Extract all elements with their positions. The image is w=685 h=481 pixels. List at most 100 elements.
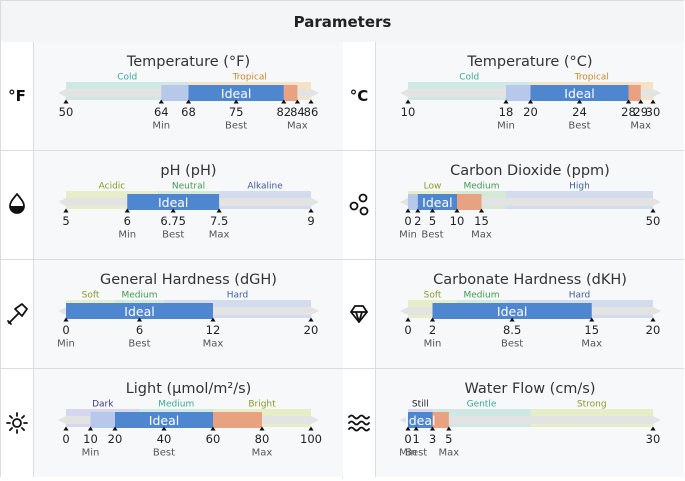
tick-label: 5	[445, 432, 452, 446]
parameter-card-kh: Carbonate Hardness (dKH) Soft Medium Hard Id…	[376, 260, 684, 368]
tick-label: 82	[276, 105, 291, 119]
zone-label: Hard	[569, 291, 591, 301]
below-ideal-band	[506, 85, 531, 101]
tick-label: 7.5	[210, 214, 228, 228]
tick-label: 6.75	[160, 214, 186, 228]
tick-caption: Best	[568, 121, 590, 132]
parameter-card-ph: pH (pH) Acidic Neutral Alkaline Ideal 5 6 Min 6.…	[34, 151, 343, 259]
tick-caption: Min	[118, 230, 136, 241]
zone-label: Medium	[122, 291, 158, 301]
tick-label: 84	[290, 105, 305, 119]
tick-label: 30	[646, 105, 661, 119]
parameter-title: Carbonate Hardness (dKH)	[433, 272, 627, 288]
tick-label: 20	[108, 432, 123, 446]
tick-label: 29	[633, 105, 648, 119]
water-drop-icon	[1, 151, 34, 259]
ideal-band	[127, 194, 220, 210]
tick-caption: Best	[225, 121, 247, 132]
tick-label: 20	[646, 323, 661, 337]
tick-caption: Max	[438, 448, 459, 459]
tick-label: 100	[300, 432, 322, 446]
parameter-card-flow: Water Flow (cm/s) Still Gentle Strong Ideal 0…	[376, 369, 684, 477]
tick-marker	[405, 208, 411, 213]
ideal-label: Ideal	[149, 413, 179, 428]
tick-marker	[638, 99, 644, 104]
zone-label: Tropical	[574, 73, 609, 83]
tick-label: 10	[401, 105, 416, 119]
tick-label: 15	[474, 214, 489, 228]
tick-marker	[308, 99, 314, 104]
parameter-title: Temperature (°F)	[126, 54, 250, 70]
ideal-band	[417, 194, 457, 210]
tick-marker	[63, 426, 69, 431]
tick-marker	[589, 317, 595, 322]
zone-label: Soft	[424, 291, 442, 301]
ideal-band	[115, 412, 213, 428]
parameter-card-temp_f: Temperature (°F) Cold Tropical Ideal 50 64 Min…	[34, 42, 343, 150]
sun-icon	[1, 369, 34, 477]
bubbles-icon	[349, 193, 369, 216]
hammer-icon	[1, 260, 34, 368]
zone-label: Still	[412, 400, 429, 410]
tick-label: 6	[136, 323, 143, 337]
tick-marker	[63, 317, 69, 322]
ideal-label: Ideal	[564, 86, 594, 101]
parameter-title: Temperature (°C)	[466, 54, 592, 70]
ideal-band	[408, 412, 433, 428]
below-ideal-band	[90, 412, 115, 428]
tick-caption: Min	[399, 230, 417, 241]
tick-caption: Min	[497, 121, 515, 132]
tick-caption: Min	[152, 121, 170, 132]
fahrenheit-icon: °F	[1, 42, 34, 150]
zone-label: Alkaline	[247, 182, 283, 192]
above-ideal-band	[628, 85, 641, 101]
tick-caption: Min	[82, 448, 100, 459]
sun-icon	[6, 412, 28, 434]
tick-marker	[112, 426, 118, 431]
diamond-icon	[343, 260, 376, 368]
tick-label: 18	[499, 105, 514, 119]
zone-label: Acidic	[99, 182, 126, 192]
tick-marker	[446, 426, 452, 431]
tick-marker	[650, 99, 656, 104]
tick-marker	[259, 426, 265, 431]
tick-label: 28	[621, 105, 636, 119]
panel-title: Parameters	[293, 12, 392, 31]
zone-label: Neutral	[172, 182, 205, 192]
tick-marker	[63, 99, 69, 104]
panel-header: Parameters	[1, 1, 684, 43]
tick-label: 15	[584, 323, 599, 337]
parameter-card-light: Light (µmol/m²/s) Dark Medium Bright Ideal 0 1…	[34, 369, 343, 477]
tick-label: 8.5	[503, 323, 521, 337]
tick-marker	[650, 317, 656, 322]
ideal-label: Ideal	[158, 195, 188, 210]
tick-label: 10	[83, 432, 98, 446]
zone-label: High	[569, 182, 590, 192]
zone-label: Cold	[117, 73, 137, 83]
tick-caption: Best	[501, 339, 523, 350]
zone-label: Dark	[92, 400, 114, 410]
unit-symbol: °C	[349, 87, 369, 105]
tick-marker	[210, 426, 216, 431]
tick-caption: Min	[399, 448, 417, 459]
tick-marker	[625, 99, 632, 104]
tick-marker	[405, 99, 411, 104]
diamond-icon	[350, 305, 368, 323]
above-ideal-band	[213, 412, 262, 428]
tick-label: 6	[124, 214, 131, 228]
ideal-band	[530, 85, 629, 101]
tick-label: 10	[450, 214, 465, 228]
tick-caption: Best	[128, 339, 150, 350]
tick-marker	[124, 208, 130, 213]
parameter-card-co2: Carbon Dioxide (ppm) Low Medium High Ideal 0 M…	[376, 151, 684, 259]
above-ideal-band	[432, 412, 449, 428]
tick-label: 12	[206, 323, 221, 337]
zone-label: Hard	[227, 291, 249, 301]
tick-caption: Best	[162, 230, 184, 241]
below-ideal-band	[408, 194, 418, 210]
zone-label: Strong	[577, 400, 607, 410]
tick-marker	[87, 426, 94, 431]
tick-marker	[63, 208, 69, 213]
range-track	[400, 416, 661, 424]
parameter-title: Water Flow (cm/s)	[464, 381, 595, 397]
